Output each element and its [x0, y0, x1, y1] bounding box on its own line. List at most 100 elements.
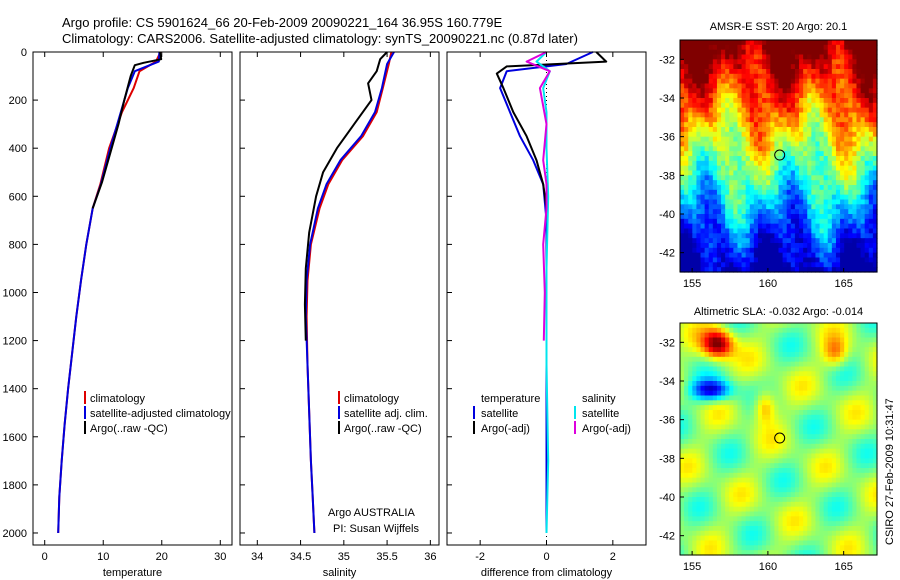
sla_map-cell — [856, 501, 862, 508]
sst_map-cell — [868, 98, 874, 104]
sst_map-cell — [778, 267, 784, 273]
sst_map-cell — [766, 218, 771, 225]
sst_map-cell — [757, 131, 763, 138]
sst_map-cell — [835, 218, 841, 225]
sst_map-cell — [712, 180, 718, 186]
sst_map-cell — [786, 165, 792, 172]
legend-sat-label: satellite-adjusted climatology — [90, 408, 231, 420]
sst_map-cell — [774, 199, 780, 205]
sla_map-cell — [696, 540, 702, 546]
sst_map-cell — [712, 49, 718, 56]
sst_map-cell — [692, 54, 698, 60]
sla_map-cell — [692, 439, 698, 445]
sla_map-cell — [864, 477, 870, 484]
sst_map-cell — [852, 88, 858, 94]
sla_map-cell — [688, 492, 693, 498]
sla_map-cell — [819, 366, 825, 372]
sst_map-cell — [774, 247, 780, 254]
sla_map-cell — [782, 381, 788, 387]
sst_map-cell — [762, 185, 767, 191]
sst_map-cell — [712, 127, 718, 133]
sla_map-cell — [823, 453, 829, 459]
sla_map-cell — [827, 361, 833, 368]
sla_map-cell — [741, 376, 747, 382]
sla_map-cell — [782, 405, 788, 411]
sla_map-cell — [827, 395, 833, 401]
sla_map-cell — [733, 458, 739, 464]
sla_map-cell — [757, 424, 763, 430]
sst_map-cell — [712, 44, 718, 51]
sst_map-cell — [729, 102, 734, 109]
sst_map-cell — [708, 160, 714, 167]
sst_map-cell — [778, 136, 784, 143]
sla_map-cell — [852, 458, 858, 464]
sst_map-cell — [721, 160, 726, 167]
sst_map-cell — [692, 189, 698, 196]
sla_map-cell — [716, 535, 722, 542]
sla_map-cell — [725, 540, 730, 546]
sst_map-cell — [860, 243, 866, 249]
sst_map-cell — [721, 247, 726, 254]
sla_map-cell — [852, 448, 858, 455]
sst_map-cell — [716, 141, 722, 147]
sst_map-cell — [778, 40, 784, 46]
sst_map-cell — [823, 252, 829, 259]
sst_map-cell — [848, 180, 853, 186]
sla_map-cell — [696, 381, 702, 387]
sla_map-cell — [770, 361, 775, 368]
sla_map-cell — [872, 526, 878, 532]
sla_map-cell — [704, 530, 710, 537]
sla_map-cell — [782, 472, 788, 479]
sst_map-cell — [840, 209, 845, 215]
sst_map-cell — [840, 102, 845, 109]
sla_map-cell — [778, 410, 784, 416]
sst_map-cell — [864, 49, 870, 56]
sla_map-cell — [794, 439, 800, 445]
sla_map-cell — [708, 332, 714, 339]
sla_map-cell — [790, 419, 796, 426]
sst_map-cell — [799, 136, 804, 143]
sla_map-cell — [872, 458, 878, 464]
sst_map-cell — [811, 204, 817, 210]
sst_map-cell — [823, 185, 829, 191]
sla_map-cell — [762, 400, 767, 406]
sst_map-cell — [868, 223, 874, 230]
sst_map-cell — [757, 170, 763, 176]
sla_map-cell — [729, 356, 734, 363]
sla_map-cell — [692, 390, 698, 397]
sst_map-cell — [762, 44, 767, 51]
sla_map-cell — [872, 371, 878, 377]
sst_map-cell — [799, 243, 804, 249]
sla_map-cell — [852, 482, 858, 488]
sst_map-cell — [860, 141, 866, 147]
sst_map-cell — [799, 156, 804, 162]
sst_map-cell — [790, 209, 796, 215]
sla_map-cell — [803, 356, 808, 363]
sla_map-cell — [835, 550, 841, 556]
sst_map-cell — [737, 175, 743, 181]
sla_map-cell — [819, 434, 825, 440]
sst_map-cell — [835, 262, 841, 268]
sst_map-cell — [708, 69, 714, 75]
sst_map-cell — [868, 170, 874, 176]
sla_map-cell — [700, 385, 706, 392]
sst_map-cell — [766, 204, 771, 210]
sla_map-cell — [831, 516, 837, 522]
sst_map-cell — [844, 107, 849, 114]
sst_map-cell — [827, 262, 833, 268]
sst_map-cell — [712, 136, 718, 143]
sst_map-cell — [725, 93, 730, 99]
sst_map-cell — [774, 257, 780, 263]
sla_map-cell — [778, 405, 784, 411]
sla_map-cell — [729, 463, 734, 469]
sst_map-cell — [745, 189, 751, 196]
sst_map-cell — [712, 73, 718, 80]
sst_map-cell — [725, 141, 730, 147]
sst_map-cell — [827, 257, 833, 263]
sst_map-cell — [864, 102, 870, 109]
sst_map-cell — [840, 40, 845, 46]
sst_map-cell — [692, 185, 698, 191]
sst_map-cell — [856, 78, 862, 85]
sst_map-cell — [733, 49, 739, 56]
sla_map-cell — [835, 429, 841, 435]
